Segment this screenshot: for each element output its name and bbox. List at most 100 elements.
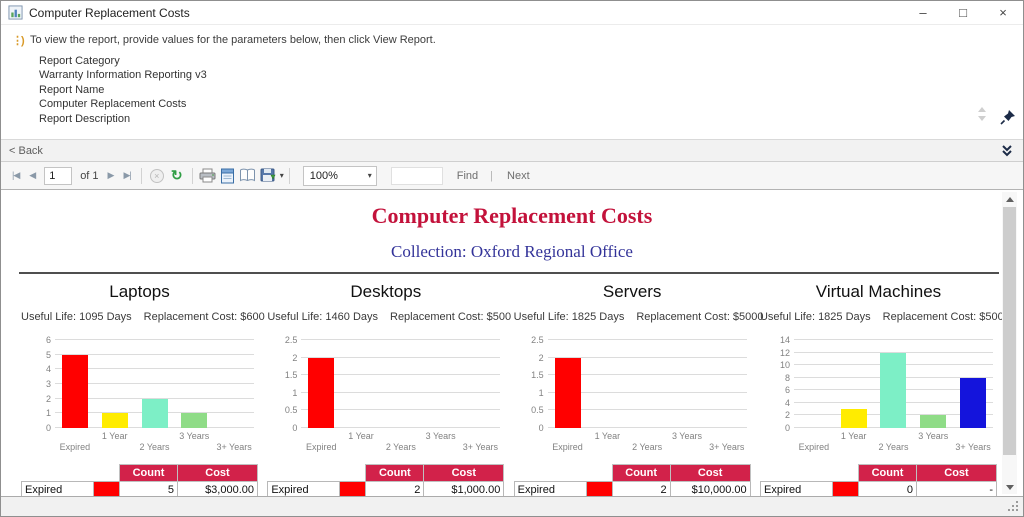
param-report-category-value: Warranty Information Reporting v3 <box>39 69 207 82</box>
print-button[interactable] <box>198 166 218 186</box>
y-tick-label: 8 <box>784 372 790 383</box>
stop-render-button[interactable]: × <box>147 166 167 186</box>
cost-table: Count Cost Expired 2 $1,000.00 <box>267 464 505 496</box>
row-color-swatch <box>93 481 120 496</box>
back-link[interactable]: < Back <box>9 144 43 157</box>
find-input[interactable] <box>390 166 443 185</box>
useful-life-label: Useful Life: 1095 Days <box>21 311 132 323</box>
vertical-scrollbar[interactable] <box>1002 192 1017 494</box>
replacement-cost-label: Replacement Cost: $5000 <box>636 311 764 323</box>
gridline <box>55 383 254 384</box>
back-bar: < Back <box>1 139 1023 162</box>
y-tick-label: 0 <box>784 423 790 433</box>
gridline <box>301 374 501 376</box>
param-report-name-label: Report Name <box>39 83 105 96</box>
stop-icon: × <box>149 168 164 183</box>
row-count: 0 <box>857 481 917 496</box>
collapse-panel-button[interactable] <box>1000 144 1014 163</box>
gridline <box>301 427 501 428</box>
y-tick-label: 1 <box>292 387 298 398</box>
x-axis-label: 2 Years <box>139 442 170 452</box>
scrollbar-thumb[interactable] <box>1003 207 1016 455</box>
bar-2-years <box>141 398 168 428</box>
export-button[interactable] <box>258 166 278 186</box>
table-header-cost: Cost <box>423 464 505 482</box>
previous-page-button[interactable]: ◀ <box>29 170 36 180</box>
y-tick-label: 12 <box>779 347 790 358</box>
refresh-button[interactable]: ↻ <box>167 166 187 186</box>
row-label: Expired <box>267 481 341 496</box>
page-setup-button[interactable] <box>238 166 258 186</box>
y-tick-label: 1.5 <box>284 370 298 381</box>
x-axis-label: 1 Year <box>594 431 621 441</box>
row-cost: - <box>915 481 997 496</box>
x-axis-label: 2 Years <box>385 442 416 452</box>
bar-chart: 0 0.5 1 1.5 2 2.5 Expired 1 Year 2 Years 3 Years 3… <box>514 335 751 455</box>
table-header-spacer <box>832 465 858 482</box>
y-tick-label: 2 <box>45 393 51 404</box>
table-header-row: Count Cost <box>22 464 258 482</box>
bar-1-year <box>840 409 867 428</box>
y-tick-label: 1 <box>45 408 51 419</box>
zoom-select[interactable]: 100% ▾ <box>302 165 377 186</box>
scroll-down-button[interactable] <box>1002 480 1017 494</box>
app-icon[interactable] <box>8 5 23 20</box>
gridline <box>55 397 254 399</box>
table-header-spacer <box>340 465 366 482</box>
table-header-cost: Cost <box>177 464 258 482</box>
y-tick-label: 2.5 <box>531 335 544 345</box>
panel-scroll-spinner[interactable] <box>975 103 989 125</box>
resize-grip[interactable] <box>1008 501 1019 512</box>
print-layout-button[interactable] <box>218 166 238 186</box>
report-title: Computer Replacement Costs <box>371 203 653 228</box>
gridline <box>547 339 747 340</box>
print-layout-icon <box>221 168 235 183</box>
x-axis-label: 3 Years <box>179 431 210 441</box>
row-label: Expired <box>513 481 587 496</box>
row-label: Expired <box>759 481 833 496</box>
export-save-icon <box>260 168 276 182</box>
minimize-button[interactable]: – <box>919 5 927 20</box>
last-page-button[interactable]: ▶| <box>123 170 131 180</box>
row-cost: $10,000.00 <box>669 481 751 496</box>
bar-3-years <box>181 413 208 428</box>
cost-table: Count Cost Expired 2 $10,000.00 <box>513 464 751 496</box>
chart-plot-area: 0 0.5 1 1.5 2 2.5 Expired 1 Year 2 Years 3 Years 3… <box>531 335 747 452</box>
scroll-up-button[interactable] <box>1002 192 1017 206</box>
close-button[interactable]: × <box>999 5 1007 20</box>
first-page-button[interactable]: |◀ <box>12 170 20 180</box>
table-header-spacer <box>760 465 832 482</box>
x-axis-label: 2 Years <box>632 442 663 452</box>
pin-panel-button[interactable] <box>1000 109 1016 125</box>
x-axis-label: Expired <box>552 442 583 452</box>
find-next-button[interactable]: Next <box>507 169 530 182</box>
section-subtitle: Useful Life: 1825 Days Replacement Cost: … <box>514 311 764 323</box>
gridline <box>547 409 747 411</box>
x-axis-label: Expired <box>798 442 830 452</box>
window-title: Computer Replacement Costs <box>29 5 190 20</box>
y-tick-label: 1.5 <box>531 370 544 381</box>
find-next-separator: | <box>490 169 494 182</box>
gridline <box>55 339 254 340</box>
gridline <box>55 353 254 355</box>
find-button[interactable]: Find <box>456 169 479 182</box>
x-axis-label: Expired <box>305 442 337 452</box>
section-title: Laptops <box>109 282 170 301</box>
param-report-category-label: Report Category <box>39 55 120 67</box>
page-number-input[interactable] <box>44 166 73 185</box>
table-header-spacer <box>268 465 340 482</box>
x-axis-label: 3 Years <box>671 431 702 441</box>
x-axis-label: 2 Years <box>878 442 909 452</box>
maximize-button[interactable]: □ <box>959 5 967 20</box>
next-page-button[interactable]: ▶ <box>107 170 115 180</box>
table-header-row: Count Cost <box>514 464 751 482</box>
cost-table: Count Cost Expired 5 $3,000.00 <box>21 464 258 496</box>
table-header-count: Count <box>857 464 917 482</box>
gridline <box>55 368 254 370</box>
table-header-spacer <box>94 465 120 482</box>
row-color-swatch <box>339 481 367 496</box>
export-caret-icon[interactable]: ▾ <box>279 171 284 180</box>
x-axis-label: Expired <box>59 442 91 452</box>
spinner-up-icon <box>978 107 986 112</box>
